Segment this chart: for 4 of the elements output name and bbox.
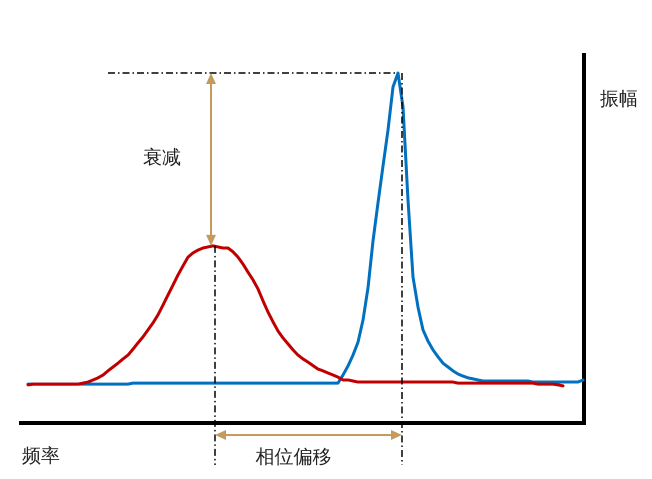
y-axis-title: 振幅 xyxy=(600,89,638,110)
annotation: 衰减 xyxy=(143,146,181,168)
x-axis-title: 频率 xyxy=(22,445,60,467)
text: 相位偏移 xyxy=(256,447,332,468)
